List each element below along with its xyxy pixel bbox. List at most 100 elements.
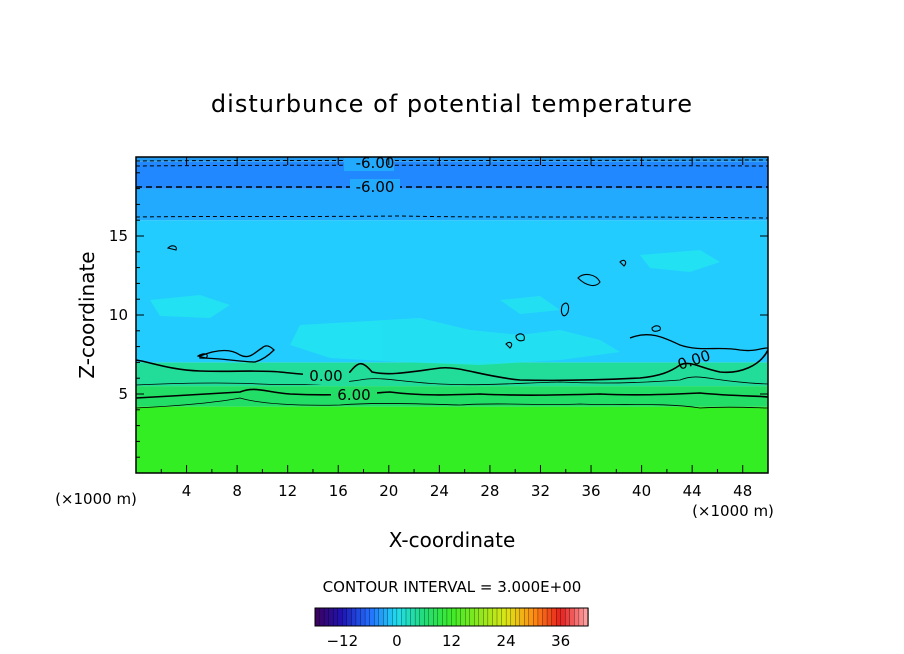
colorbar-swatch (460, 607, 466, 627)
field-band (136, 188, 768, 221)
contour-label: 6.00 (337, 386, 370, 404)
colorbar-swatch (346, 607, 353, 627)
chart-title: disturbunce of potential temperature (211, 90, 693, 118)
colorbar-swatch (524, 607, 530, 627)
contour-line (136, 349, 768, 382)
colorbar-swatch (487, 607, 494, 627)
colorbar-frame (314, 607, 589, 627)
colorbar-swatch (455, 607, 462, 627)
field-band (136, 406, 768, 473)
colorbar-swatch (496, 607, 503, 627)
x-tick-label: 8 (232, 482, 242, 500)
x-tick-label: 36 (581, 482, 600, 500)
x-tick-label: 24 (430, 482, 449, 500)
colorbar-swatch (483, 607, 489, 627)
contour-line (515, 333, 525, 342)
contour-labels: -6.00 -6.00 0.00 6.00 0.00 (303, 154, 713, 404)
colorbar-swatch (337, 607, 343, 627)
field-band (136, 362, 768, 387)
colorbar-ticks: −12 0 12 24 36 (326, 632, 570, 650)
colorbar-swatch (314, 607, 321, 627)
colorbar-swatch (424, 607, 430, 627)
colorbar-swatch (342, 607, 348, 627)
colorbar-swatch (378, 607, 384, 627)
colorbar-swatch (533, 607, 539, 627)
colorbar-swatch (560, 607, 566, 627)
x-tick-label: 16 (329, 482, 348, 500)
contour-line (629, 334, 768, 352)
colorbar-swatch (437, 607, 444, 627)
plot-area (136, 157, 768, 473)
colorbar-swatch (542, 607, 548, 627)
colorbar-swatch (446, 607, 453, 627)
colorbar-swatch (383, 607, 389, 627)
contour-line (196, 353, 208, 359)
x-unit-label-left: (×1000 m) (55, 490, 137, 508)
colorbar-tick-label: 24 (497, 632, 516, 650)
field-band (136, 157, 768, 162)
x-unit-label-right: (×1000 m) (692, 502, 774, 520)
contour-line-dashed (136, 215, 768, 219)
colorbar-swatch (392, 607, 398, 627)
colorbar-swatch (373, 607, 380, 627)
cyan-patches (150, 250, 720, 365)
contour-line (651, 325, 661, 332)
contour-interval-text: CONTOUR INTERVAL = 3.000E+00 (323, 578, 582, 596)
colorbar-swatch (328, 607, 334, 627)
colorbar-swatch (505, 607, 512, 627)
colorbar-swatch (369, 607, 375, 627)
colorbar-swatch (501, 607, 507, 627)
colorbar-swatch (442, 607, 448, 627)
colorbar-swatch (410, 607, 416, 627)
x-tick-label: 28 (480, 482, 499, 500)
cyan-patch (290, 318, 620, 365)
field-band (136, 386, 768, 407)
x-tick-label: 44 (683, 482, 702, 500)
colorbar-swatch (519, 607, 525, 627)
colorbar-swatch (537, 607, 544, 627)
cyan-patch (500, 296, 560, 314)
colorbar-swatch (546, 607, 553, 627)
contour-line (577, 273, 601, 287)
colorbar-swatch (414, 607, 421, 627)
colorbar-swatch (387, 607, 393, 627)
colorbar-swatch (419, 607, 425, 627)
colorbar-tick-label: 0 (392, 632, 402, 650)
colorbar-swatch (433, 607, 439, 627)
x-tick-label: 12 (278, 482, 297, 500)
contour-label-bg (331, 387, 377, 403)
colorbar-swatch (323, 607, 330, 627)
colorbar-swatch (396, 607, 403, 627)
colorbar-swatch (469, 607, 475, 627)
colorbar-swatch (401, 607, 407, 627)
x-tick-label: 32 (531, 482, 550, 500)
contour-label-bg (344, 157, 394, 171)
contour-label: 0.00 (309, 367, 342, 385)
contour-line (166, 245, 177, 251)
colorbar-swatch (405, 607, 412, 627)
colorbar-swatch (551, 607, 557, 627)
colorbar-tick-label: −12 (326, 632, 358, 650)
contour-line (560, 302, 570, 317)
colorbar-swatch (364, 607, 371, 627)
contour-label-bg (303, 368, 349, 384)
contour-label: -6.00 (356, 178, 395, 196)
colorbar-swatch (556, 607, 562, 627)
x-axis-ticks: 4 8 12 16 20 24 28 32 36 40 44 48 (160, 157, 752, 500)
colorbar-tick-label: 36 (551, 632, 570, 650)
contour-label-bg (350, 179, 400, 195)
contour-label: -6.00 (356, 154, 395, 172)
colorbar-swatch (474, 607, 480, 627)
y-tick-label: 10 (109, 306, 128, 324)
colorbar-tick-label: 12 (442, 632, 461, 650)
colorbar-swatch (333, 607, 339, 627)
cyan-patch (150, 295, 230, 318)
contour-line (136, 376, 768, 386)
contour-line (619, 259, 627, 267)
field-bands (136, 157, 768, 473)
contour-line (136, 388, 768, 399)
colorbar-swatch (355, 607, 362, 627)
colorbar-swatch (515, 607, 521, 627)
contour-line (199, 345, 275, 363)
